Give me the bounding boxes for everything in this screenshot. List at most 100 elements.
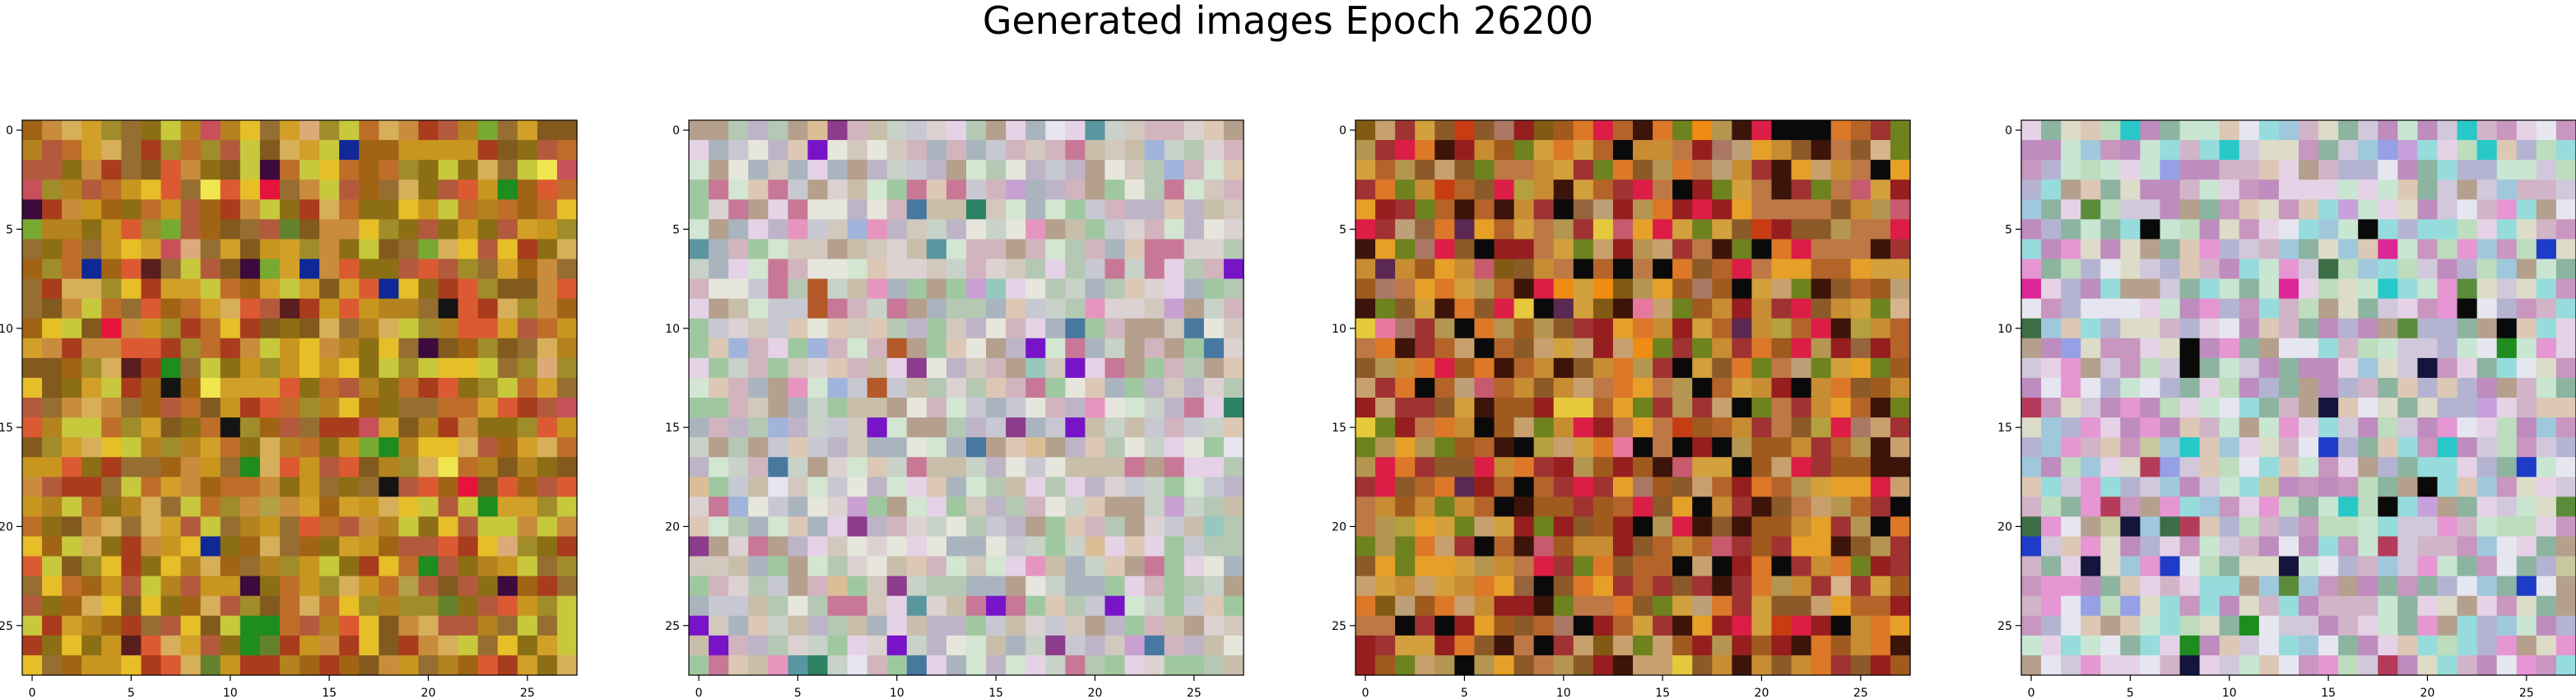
pixel (220, 179, 241, 200)
pixel (2021, 377, 2042, 398)
pixel (339, 457, 360, 478)
pixel (2318, 576, 2339, 597)
pixel (2140, 219, 2161, 240)
pixel (319, 417, 340, 438)
pixel (300, 477, 320, 497)
pixel (2199, 398, 2220, 418)
pixel (2258, 595, 2280, 617)
pixel (180, 318, 202, 339)
pixel (438, 457, 459, 478)
pixel (2378, 556, 2398, 577)
pixel (2299, 160, 2319, 180)
pixel (2457, 457, 2478, 478)
pixel (537, 377, 558, 398)
pixel (477, 417, 499, 438)
pixel (2555, 437, 2576, 458)
pixel (2338, 437, 2359, 458)
pixel (300, 140, 320, 161)
pixel (359, 556, 379, 577)
pixel (477, 298, 499, 319)
pixel (180, 179, 202, 200)
pixel (477, 477, 499, 497)
pixel (537, 120, 558, 141)
pixel (2417, 496, 2439, 518)
pixel (81, 219, 102, 240)
pixel (81, 357, 102, 379)
pixel (2278, 398, 2299, 418)
pixel (2041, 298, 2062, 319)
pixel (2140, 239, 2161, 260)
pixel (497, 179, 518, 200)
pixel (279, 437, 300, 458)
pixel (537, 536, 558, 557)
pixel (319, 615, 340, 636)
pixel (180, 377, 202, 398)
pixel (438, 120, 459, 141)
pixel (220, 536, 241, 557)
pixel (180, 417, 202, 438)
pixel (2140, 496, 2161, 518)
pixel (2318, 357, 2339, 379)
pixel (81, 576, 102, 597)
pixel (458, 278, 479, 300)
pixel (2258, 496, 2280, 518)
pixel (2160, 437, 2181, 458)
pixel (2378, 595, 2398, 617)
pixel (220, 259, 241, 280)
pixel (2100, 160, 2121, 180)
pixel (2120, 635, 2141, 656)
pixel (2299, 516, 2319, 538)
pixel (537, 318, 558, 339)
pixel (359, 199, 379, 220)
pixel (2457, 635, 2478, 656)
pixel (2437, 278, 2458, 300)
pixel (2397, 595, 2419, 617)
pixel (180, 398, 202, 418)
pixel (259, 239, 281, 260)
pixel (81, 398, 102, 418)
pixel (2555, 576, 2576, 597)
pixel (2496, 655, 2518, 676)
pixel (2021, 298, 2042, 319)
pixel (160, 437, 182, 458)
pixel (2041, 278, 2062, 300)
pixel (2199, 417, 2220, 438)
pixel (556, 140, 578, 161)
pixel (62, 357, 82, 379)
pixel (2219, 457, 2240, 478)
pixel (279, 457, 300, 478)
pixel (2496, 278, 2518, 300)
pixel (101, 140, 122, 161)
pixel (2536, 496, 2557, 518)
pixel (22, 120, 43, 141)
pixel (398, 516, 420, 538)
pixel (2358, 140, 2378, 161)
pixel (2041, 318, 2062, 339)
pixel (2299, 199, 2319, 220)
pixel (200, 595, 221, 617)
pixel (537, 278, 558, 300)
pixel (22, 239, 43, 260)
pixel (279, 477, 300, 497)
pixel (398, 437, 420, 458)
pixel (418, 437, 439, 458)
pixel (359, 298, 379, 319)
pixel (418, 120, 439, 141)
pixel (2041, 357, 2062, 379)
pixel (2041, 595, 2062, 617)
pixel (2199, 278, 2220, 300)
pixel (2179, 516, 2201, 538)
pixel (497, 160, 518, 180)
y-tick-label: 10 (1997, 323, 2012, 336)
pixel (497, 259, 518, 280)
pixel (477, 377, 499, 398)
pixel (2457, 576, 2478, 597)
pixel (418, 398, 439, 418)
pixel (22, 219, 43, 240)
pixel (517, 318, 538, 339)
pixel (2437, 417, 2458, 438)
pixel (497, 576, 518, 597)
pixel (239, 278, 261, 300)
pixel (2021, 179, 2042, 200)
pixel (2041, 477, 2062, 497)
